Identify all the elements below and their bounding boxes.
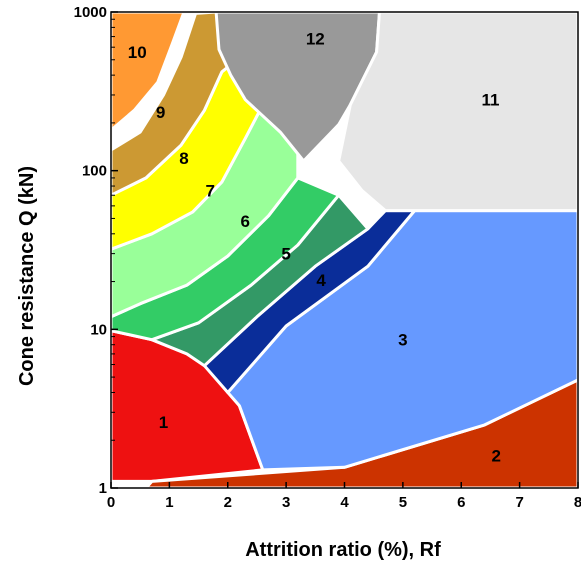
x-tick-label: 0: [107, 494, 115, 511]
zone-label-8: 8: [179, 149, 188, 168]
zone-label-3: 3: [398, 331, 407, 350]
x-tick-label: 5: [399, 494, 407, 511]
x-axis: 0 1 2 3 4 5 6 7 8: [107, 482, 581, 511]
y-tick-label: 1000: [74, 4, 107, 21]
x-tick-label: 7: [515, 494, 523, 511]
zone-label-4: 4: [316, 271, 326, 290]
x-tick-label: 1: [165, 494, 173, 511]
zone-label-7: 7: [206, 181, 215, 200]
y-tick-label: 10: [90, 321, 107, 338]
zone-label-6: 6: [241, 212, 250, 231]
zone-label-10: 10: [128, 43, 147, 62]
y-tick-label: 1: [99, 480, 107, 497]
zone-label-11: 11: [481, 91, 499, 110]
x-tick-label: 2: [224, 494, 232, 511]
x-tick-label: 3: [282, 494, 290, 511]
x-axis-label: Attrition ratio (%), Rf: [245, 539, 441, 561]
zone-label-12: 12: [306, 30, 325, 49]
y-axis: 1 10 100 1000: [74, 4, 118, 497]
x-tick-label: 4: [340, 494, 349, 511]
plot-area: [109, 10, 580, 490]
zone-label-9: 9: [156, 103, 165, 122]
zone-label-5: 5: [281, 245, 290, 264]
x-tick-label: 8: [574, 494, 581, 511]
zone-label-1: 1: [159, 413, 168, 432]
y-axis-label: Cone resistance Q (kN): [16, 166, 38, 386]
y-tick-label: 100: [82, 163, 107, 180]
zone-label-2: 2: [492, 447, 501, 466]
x-tick-label: 6: [457, 494, 465, 511]
